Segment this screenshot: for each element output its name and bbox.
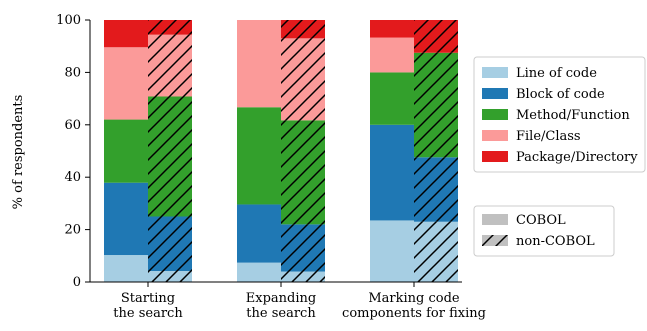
legend-swatch: [482, 109, 508, 120]
legend-label: non-COBOL: [516, 234, 595, 249]
legend-label: Line of code: [516, 66, 597, 81]
y-tick-label: 60: [64, 118, 81, 133]
bar-segment: [370, 37, 414, 73]
legend-group-box: [473, 205, 615, 257]
legend-series-box: [473, 56, 646, 173]
bar-segment: [104, 255, 148, 282]
bar-hatch: [281, 38, 325, 121]
bar-hatch: [281, 120, 325, 225]
bar-hatch: [414, 157, 458, 222]
bar-hatch: [414, 20, 458, 53]
x-tick-label: the search: [113, 306, 183, 321]
bar-segment: [104, 182, 148, 256]
bar-hatch: [148, 34, 192, 97]
bar-hatch: [281, 20, 325, 39]
y-tick-label: 80: [64, 65, 81, 80]
bar-hatch: [414, 52, 458, 158]
bar-hatch: [148, 96, 192, 217]
bar-segment: [237, 20, 281, 108]
bar-hatch: [414, 221, 458, 282]
y-tick-label: 0: [73, 275, 81, 290]
x-tick-label: Marking code: [368, 291, 460, 306]
bar-hatch: [281, 224, 325, 272]
bars-layer: [104, 20, 458, 282]
legend-label: Method/Function: [516, 108, 630, 123]
bar-segment: [104, 47, 148, 120]
bar-segment: [237, 262, 281, 282]
x-tick-label: the search: [246, 306, 316, 321]
legend-label: Package/Directory: [516, 150, 638, 165]
y-tick-label: 100: [56, 13, 81, 28]
legend-swatch: [482, 151, 508, 162]
legend-label: File/Class: [516, 129, 581, 144]
bar-segment: [370, 124, 414, 221]
x-tick-label: components for fixing: [342, 306, 486, 321]
legend-swatch: [482, 130, 508, 141]
bar-segment: [104, 119, 148, 183]
bar-segment: [370, 20, 414, 38]
legend-label: COBOL: [516, 213, 566, 228]
bar-segment: [237, 107, 281, 205]
bar-hatch: [148, 216, 192, 271]
legend-swatch-hatch: [482, 235, 508, 246]
x-tick-label: Starting: [121, 291, 175, 306]
legend-swatch: [482, 88, 508, 99]
legend-swatch: [482, 67, 508, 78]
bar-segment: [237, 204, 281, 263]
bar-hatch: [148, 20, 192, 35]
bar-segment: [370, 72, 414, 125]
legend: Line of code Block of code Method/Function…: [473, 56, 646, 257]
x-tick-label: Expanding: [246, 291, 316, 306]
legend-label: Block of code: [516, 87, 605, 102]
bar-segment: [104, 20, 148, 48]
legend-swatch: [482, 214, 508, 225]
y-tick-label: 40: [64, 170, 81, 185]
y-axis-label: % of respondents: [11, 95, 26, 210]
bar-segment: [370, 220, 414, 282]
y-tick-label: 20: [64, 223, 81, 238]
bar-hatch: [281, 271, 325, 282]
bar-hatch: [148, 270, 192, 282]
axes-layer: % of respondents 020406080100Startingthe…: [11, 13, 486, 321]
